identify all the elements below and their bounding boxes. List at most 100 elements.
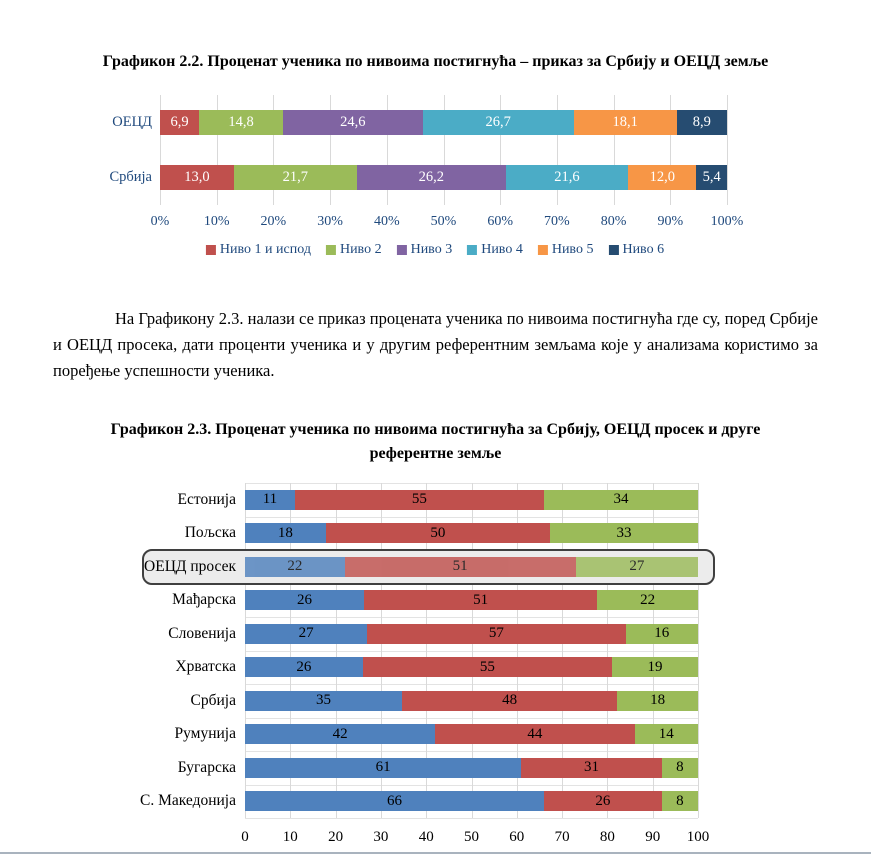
axis-tick-label: 10% <box>203 214 230 229</box>
legend-item: Ниво 4 <box>467 242 523 258</box>
bar-segment: 55 <box>362 657 612 678</box>
bar-segment: 24,6 <box>283 110 423 135</box>
bar-segment: 31 <box>521 757 662 778</box>
bar-segment: 66 <box>245 791 544 812</box>
data-label: 42 <box>332 725 348 742</box>
gridline <box>471 483 473 818</box>
axis-tick-label: 70% <box>544 214 570 229</box>
data-label: 21,7 <box>282 169 309 185</box>
data-label: 14 <box>658 725 674 742</box>
category-label: Словенија <box>168 624 236 642</box>
gridline <box>160 95 161 205</box>
bar-segment: 19 <box>611 657 698 678</box>
category-label: Србија <box>109 169 152 185</box>
bar-segment: 26 <box>245 657 363 678</box>
gridline <box>652 483 654 818</box>
legend: Ниво 1 и испод Ниво 2 Ниво 3 Ниво 4 Ниво 5 Ни… <box>205 242 664 258</box>
body-paragraph: На Графикону 2.3. налази се приказ проце… <box>53 309 818 380</box>
category-label: Мађарска <box>172 591 236 609</box>
legend-item: Ниво 1 и испод <box>205 242 311 258</box>
bar-segment: 35 <box>245 690 402 711</box>
data-label: 26,7 <box>485 114 511 130</box>
bar-segment: 22 <box>597 590 698 611</box>
bar-segment: 27 <box>575 556 698 577</box>
gridline <box>727 95 728 205</box>
data-label: 31 <box>584 759 600 776</box>
bar-segment: 8,9 <box>676 110 727 135</box>
axis-tick-label: 80% <box>600 214 627 229</box>
data-label: 19 <box>647 658 663 675</box>
legend-label: Ниво 3 <box>410 242 453 257</box>
axis-tick-label: 90 <box>645 829 661 845</box>
legend-label: Ниво 4 <box>481 242 523 257</box>
bar-segment: 14 <box>634 724 698 745</box>
gridline <box>245 483 246 818</box>
gridline <box>426 483 428 818</box>
axis-tick-label: 100 <box>686 829 710 845</box>
axis-tick-label: 50 <box>464 829 479 845</box>
data-label: 22 <box>640 591 656 608</box>
gridline <box>613 95 615 205</box>
bar-segment: 48 <box>401 690 618 711</box>
data-label: 33 <box>616 524 632 541</box>
bar-segment: 26,7 <box>422 110 574 135</box>
gridline <box>516 483 518 818</box>
data-label: 55 <box>411 491 427 508</box>
bar-segment: 11 <box>245 489 295 510</box>
bar-segment: 8 <box>661 791 698 812</box>
data-label: 26 <box>296 591 312 608</box>
axis-tick-label: 40 <box>418 829 434 845</box>
legend-item: Ниво 6 <box>608 242 664 258</box>
bar-segment: 18 <box>245 523 326 544</box>
page-bottom-divider <box>0 852 871 854</box>
data-label: 5,4 <box>702 169 721 185</box>
data-label: 34 <box>613 491 629 508</box>
legend-swatch <box>396 245 407 255</box>
category-label: Румунија <box>174 725 236 743</box>
legend-swatch <box>608 245 619 255</box>
gridline <box>607 483 609 818</box>
category-label: Естонија <box>177 490 236 508</box>
data-label: 14,8 <box>228 114 254 130</box>
data-label: 26 <box>595 792 611 809</box>
bar-segment: 26 <box>245 590 364 611</box>
axis-tick-label: 30 <box>373 829 389 845</box>
data-label: 57 <box>488 625 504 642</box>
gridline <box>562 483 564 818</box>
bar-segment: 12,0 <box>628 165 697 190</box>
bar-segment: 42 <box>245 724 436 745</box>
bar-segment: 51 <box>363 590 598 611</box>
data-label: 61 <box>375 759 391 776</box>
axis-tick-label: 40% <box>373 214 400 229</box>
bar-segment: 26 <box>543 791 662 812</box>
data-label: 51 <box>452 558 468 575</box>
gridline <box>698 483 699 818</box>
category-label: ОЕЦД <box>112 114 152 130</box>
category-label: Бугарска <box>177 758 236 776</box>
legend-swatch <box>325 245 336 255</box>
data-label: 26 <box>296 658 312 675</box>
bar-segment: 21,7 <box>233 165 357 190</box>
bar-segment: 57 <box>367 623 626 644</box>
data-label: 22 <box>287 558 303 575</box>
category-label: Хрватска <box>175 658 236 676</box>
bar-segment: 27 <box>245 623 368 644</box>
gridline <box>216 95 218 205</box>
gridline <box>443 95 445 205</box>
data-label: 11 <box>262 491 278 508</box>
band-gridline <box>245 818 698 819</box>
axis-tick-label: 70 <box>554 829 570 845</box>
bar-segment: 34 <box>543 489 698 510</box>
bar-segment: 44 <box>435 724 635 745</box>
data-label: 35 <box>315 692 331 709</box>
bar-segment: 33 <box>549 523 698 544</box>
data-label: 8 <box>676 792 684 809</box>
axis-tick-label: 0% <box>150 214 170 229</box>
data-label: 48 <box>502 692 518 709</box>
data-label: 8 <box>676 759 684 776</box>
category-label: Пољска <box>184 524 236 542</box>
axis-tick-label: 80 <box>599 829 615 845</box>
data-label: 18 <box>650 692 666 709</box>
axis-tick-label: 100% <box>710 214 744 229</box>
